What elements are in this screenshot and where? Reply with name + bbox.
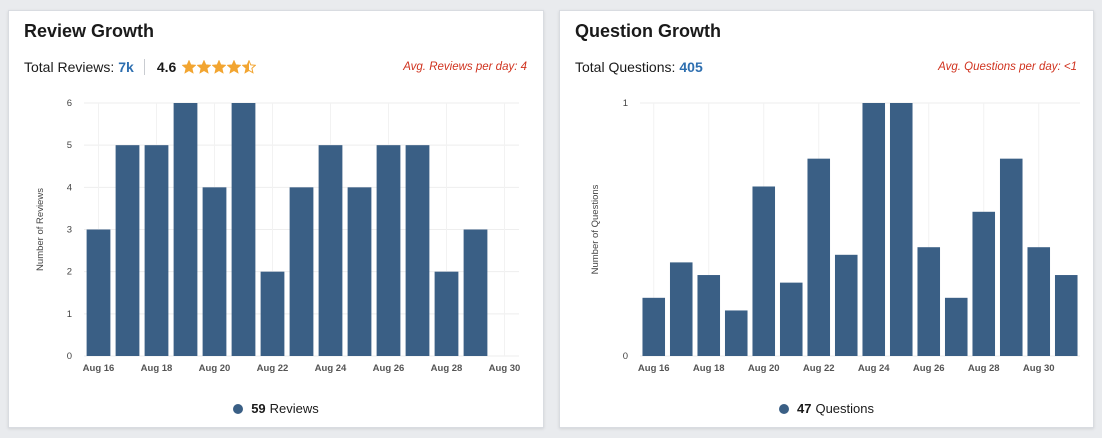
question-growth-title: Question Growth <box>575 21 721 41</box>
x-tick-label: Aug 20 <box>748 363 780 374</box>
legend-dot <box>233 403 244 414</box>
legend-dot <box>778 403 789 414</box>
bar <box>376 145 401 356</box>
bar <box>642 297 666 356</box>
avg-questions-note: Avg. Questions per day: <1 <box>938 61 1077 73</box>
legend-label: Questions <box>815 401 874 416</box>
legend-label: Reviews <box>269 401 319 416</box>
bar <box>779 282 803 356</box>
star-full-icon <box>212 60 227 74</box>
bar <box>144 145 169 356</box>
x-tick-label: Aug 22 <box>803 363 835 374</box>
rating-stars <box>182 60 257 74</box>
bar <box>173 103 198 356</box>
x-tick-label: Aug 26 <box>913 363 945 374</box>
x-tick-label: Aug 18 <box>693 363 725 374</box>
bar <box>115 145 140 356</box>
review-stats: Total Reviews: 7k 4.6 <box>24 59 257 75</box>
bar <box>697 275 721 356</box>
bar <box>669 262 693 356</box>
star-full-icon <box>197 60 212 74</box>
legend-count: 47 <box>796 401 812 416</box>
x-tick-label: Aug 22 <box>257 363 289 374</box>
bar <box>260 271 285 356</box>
y-tick-label: 2 <box>67 267 72 278</box>
y-tick-label: 3 <box>67 225 72 236</box>
bar <box>1027 247 1051 356</box>
bar <box>944 297 968 356</box>
star-full-icon <box>182 60 197 74</box>
y-tick-label: 4 <box>67 182 72 193</box>
x-tick-label: Aug 28 <box>431 363 463 374</box>
y-tick-label: 0 <box>67 351 72 362</box>
x-tick-label: Aug 26 <box>373 363 405 374</box>
y-axis-label: Number of Reviews <box>35 188 46 271</box>
bar <box>999 158 1023 356</box>
y-tick-label: 1 <box>623 98 628 109</box>
x-tick-label: Aug 28 <box>968 363 1000 374</box>
bar <box>434 271 459 356</box>
reviews-bar-chart: 0 1 2 3 4 5 6 Aug 16 Aug 18 Aug 20 Aug 22 Aug 24 Aug… <box>35 98 521 374</box>
bar <box>405 145 430 356</box>
bar <box>917 247 941 356</box>
bar <box>86 229 111 356</box>
reviews-legend[interactable]: 59 Reviews <box>9 401 543 416</box>
rating-value: 4.6 <box>156 59 177 75</box>
review-growth-panel: Review Growth Total Reviews: 7k 4.6 Avg.… <box>8 10 544 428</box>
total-questions-label: Total Questions: <box>575 59 676 75</box>
y-tick-label: 1 <box>67 309 72 320</box>
bar <box>724 310 748 356</box>
x-tick-label: Aug 24 <box>858 363 890 374</box>
star-half-icon <box>242 60 257 74</box>
bar <box>231 103 256 356</box>
review-growth-title: Review Growth <box>24 21 155 41</box>
bar <box>834 254 858 356</box>
total-reviews-label: Total Reviews: <box>24 59 115 75</box>
y-tick-label: 6 <box>67 98 72 109</box>
total-reviews-value[interactable]: 7k <box>118 59 134 75</box>
x-tick-label: Aug 24 <box>315 363 347 374</box>
x-tick-label: Aug 18 <box>141 363 173 374</box>
bar <box>463 229 488 356</box>
bar <box>347 187 372 356</box>
bar <box>862 103 886 356</box>
bar <box>289 187 314 356</box>
stats-divider <box>143 59 145 75</box>
star-full-icon <box>227 60 242 74</box>
questions-legend[interactable]: 47 Questions <box>560 401 1093 416</box>
bar <box>752 186 776 356</box>
questions-bar-chart: 0 1 Aug 16 Aug 18 Aug 20 Aug 22 Aug 24 Aug 26 Au… <box>590 98 1080 374</box>
legend-count: 59 <box>251 401 266 416</box>
x-tick-label: Aug 20 <box>199 363 231 374</box>
x-tick-label: Aug 16 <box>638 363 670 374</box>
bar <box>972 211 996 356</box>
avg-reviews-note: Avg. Reviews per day: 4 <box>403 61 527 73</box>
question-growth-panel: Question Growth Total Questions: 405 Avg… <box>559 10 1094 428</box>
bar <box>1054 275 1078 356</box>
question-stats: Total Questions: 405 <box>575 59 703 75</box>
total-questions-value[interactable]: 405 <box>679 59 703 75</box>
y-tick-label: 0 <box>623 351 628 362</box>
y-tick-label: 5 <box>67 140 72 151</box>
bar <box>202 187 227 356</box>
x-tick-label: Aug 30 <box>1023 363 1055 374</box>
x-tick-label: Aug 30 <box>489 363 521 374</box>
y-axis-label: Number of Questions <box>590 184 601 274</box>
bar <box>889 103 913 356</box>
x-tick-label: Aug 16 <box>83 363 115 374</box>
bar <box>807 158 831 356</box>
bar <box>318 145 343 356</box>
